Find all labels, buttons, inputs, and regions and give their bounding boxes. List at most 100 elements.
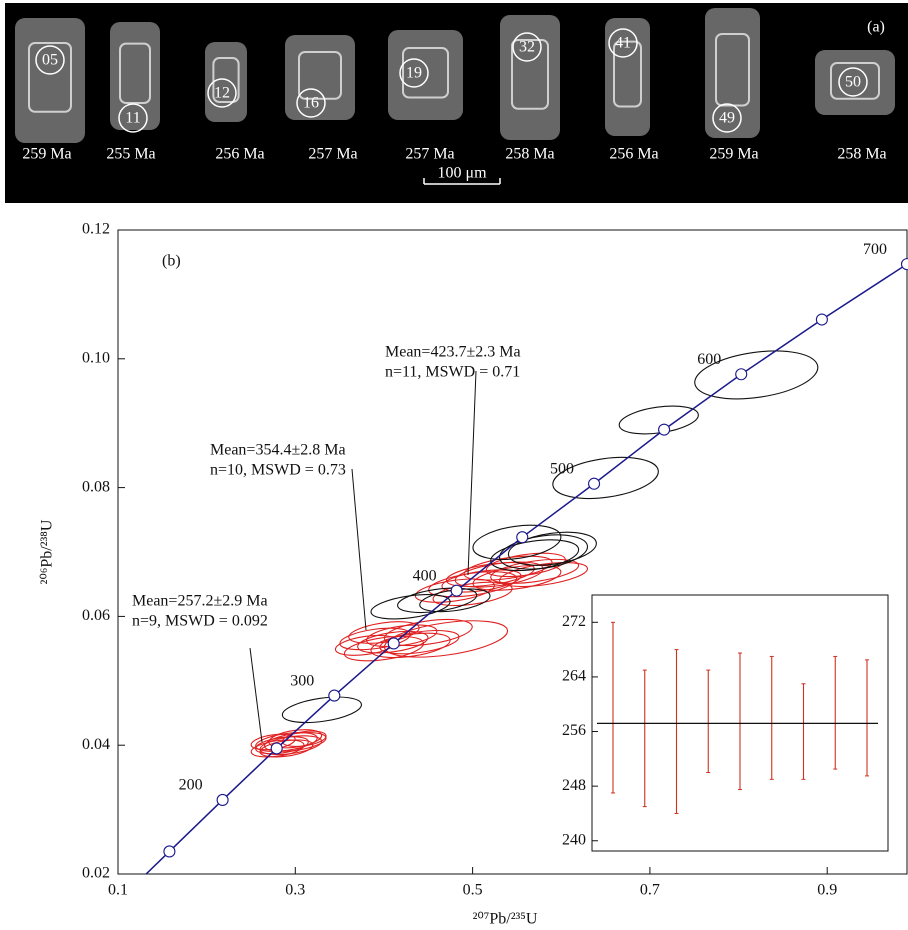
grain-age: 259 Ma bbox=[22, 146, 71, 163]
concordia-age-point bbox=[163, 845, 176, 858]
x-tick-label: 0.1 bbox=[108, 882, 128, 899]
error-ellipse bbox=[383, 618, 473, 647]
analysis-spot bbox=[399, 58, 429, 88]
error-ellipse bbox=[379, 629, 460, 655]
spot-number: 11 bbox=[125, 110, 140, 127]
y-tick-label: 0.02 bbox=[82, 865, 110, 882]
plot-frame bbox=[117, 229, 908, 875]
inset-y-tick-label: 264 bbox=[562, 668, 586, 685]
age-label: 400 bbox=[413, 567, 437, 584]
zircon-zoning bbox=[212, 57, 240, 103]
zircon-grain bbox=[388, 30, 463, 120]
error-ellipse bbox=[370, 632, 451, 659]
leader-line bbox=[351, 468, 367, 631]
concordia-age-point bbox=[735, 368, 748, 381]
error-ellipse bbox=[281, 696, 362, 724]
zircon-zoning bbox=[402, 47, 449, 99]
grain-age: 259 Ma bbox=[709, 146, 758, 163]
spot-number: 19 bbox=[406, 65, 422, 82]
age-label: 700 bbox=[863, 241, 887, 258]
error-ellipse bbox=[618, 405, 699, 435]
grain-age: 256 Ma bbox=[609, 146, 658, 163]
spot-number: 41 bbox=[615, 35, 631, 52]
spot-number: 12 bbox=[214, 85, 230, 102]
concordia-age-point bbox=[270, 742, 283, 755]
zircon-zoning bbox=[119, 42, 151, 104]
age-label: 200 bbox=[179, 777, 203, 794]
zircon-zoning bbox=[298, 51, 342, 100]
error-ellipse bbox=[507, 531, 597, 566]
grain-age: 257 Ma bbox=[308, 146, 357, 163]
error-ellipse bbox=[552, 456, 659, 500]
concordia-age-point bbox=[387, 637, 400, 650]
zircon-zoning bbox=[830, 62, 880, 100]
concordia-age-point bbox=[328, 689, 341, 702]
plot-area bbox=[145, 263, 907, 874]
age-label: 500 bbox=[550, 460, 574, 477]
zircon-grain bbox=[15, 18, 85, 143]
concordia-extension bbox=[145, 850, 170, 874]
analysis-spot bbox=[35, 45, 65, 75]
spot-number: 05 bbox=[42, 52, 58, 69]
x-tick-label: 0.9 bbox=[817, 882, 837, 899]
leader-line bbox=[467, 370, 477, 576]
annotation: n=9, MSWD = 0.092 bbox=[132, 613, 268, 630]
concordia-age-point bbox=[216, 793, 229, 806]
y-tick-label: 0.10 bbox=[82, 349, 110, 366]
concordia-age-point bbox=[900, 258, 908, 271]
inset-y-tick-label: 272 bbox=[562, 613, 586, 630]
age-label: 300 bbox=[290, 672, 314, 689]
zircon-zoning bbox=[28, 42, 72, 113]
grain-age: 258 Ma bbox=[837, 146, 886, 163]
concordia-age-point bbox=[516, 531, 529, 544]
grain-age: 256 Ma bbox=[215, 146, 264, 163]
leader-line bbox=[249, 647, 263, 743]
zircon-zoning bbox=[613, 40, 642, 108]
error-ellipse bbox=[694, 350, 819, 400]
zircon-grain bbox=[605, 18, 650, 136]
error-ellipse bbox=[357, 630, 429, 654]
x-tick-label: 0.3 bbox=[285, 882, 305, 899]
error-ellipse bbox=[472, 524, 562, 560]
annotation: Mean=257.2±2.9 Ma bbox=[132, 593, 268, 610]
x-axis-label: ²⁰⁷Pb/²³⁵U bbox=[473, 911, 538, 928]
annotation: n=11, MSWD = 0.71 bbox=[385, 364, 520, 381]
error-ellipse bbox=[432, 581, 513, 607]
zircon-grain bbox=[285, 35, 355, 120]
x-tick-label: 0.5 bbox=[463, 882, 483, 899]
y-tick-label: 0.08 bbox=[82, 478, 110, 495]
grain-age: 255 Ma bbox=[106, 146, 155, 163]
annotation: Mean=354.4±2.8 Ma bbox=[210, 442, 346, 459]
y-axis-label: ²⁰⁶Pb/²³⁸U bbox=[39, 519, 56, 584]
inset-y-tick-label: 256 bbox=[562, 722, 586, 739]
spot-number: 50 bbox=[845, 74, 861, 91]
concordia-curve bbox=[168, 263, 907, 852]
inset-y-tick-label: 240 bbox=[562, 831, 586, 848]
analysis-spot bbox=[712, 103, 742, 133]
error-ellipse bbox=[281, 730, 327, 747]
panel-b-label: (b) bbox=[162, 253, 181, 270]
error-ellipse bbox=[490, 558, 580, 584]
concordia-age-point bbox=[450, 584, 463, 597]
grain-age: 258 Ma bbox=[505, 146, 554, 163]
analysis-spot bbox=[296, 88, 326, 118]
concordia-age-point bbox=[658, 423, 671, 436]
analysis-spot bbox=[207, 78, 237, 108]
analysis-spot bbox=[512, 32, 542, 62]
annotation: n=10, MSWD = 0.73 bbox=[210, 462, 346, 479]
panel-a-label: (a) bbox=[867, 19, 885, 36]
error-ellipse bbox=[250, 739, 305, 758]
zircon-grain bbox=[205, 42, 247, 122]
zircon-zoning bbox=[511, 39, 549, 110]
error-ellipse bbox=[499, 562, 588, 588]
concordia-age-point bbox=[588, 477, 601, 490]
y-tick-label: 0.06 bbox=[82, 607, 110, 624]
analysis-spot bbox=[118, 103, 148, 133]
error-ellipse bbox=[383, 620, 509, 658]
analysis-spot bbox=[838, 67, 868, 97]
spot-number: 16 bbox=[303, 95, 319, 112]
annotation: Mean=423.7±2.3 Ma bbox=[385, 344, 521, 361]
spot-number: 32 bbox=[519, 39, 535, 56]
analysis-spot bbox=[608, 28, 638, 58]
